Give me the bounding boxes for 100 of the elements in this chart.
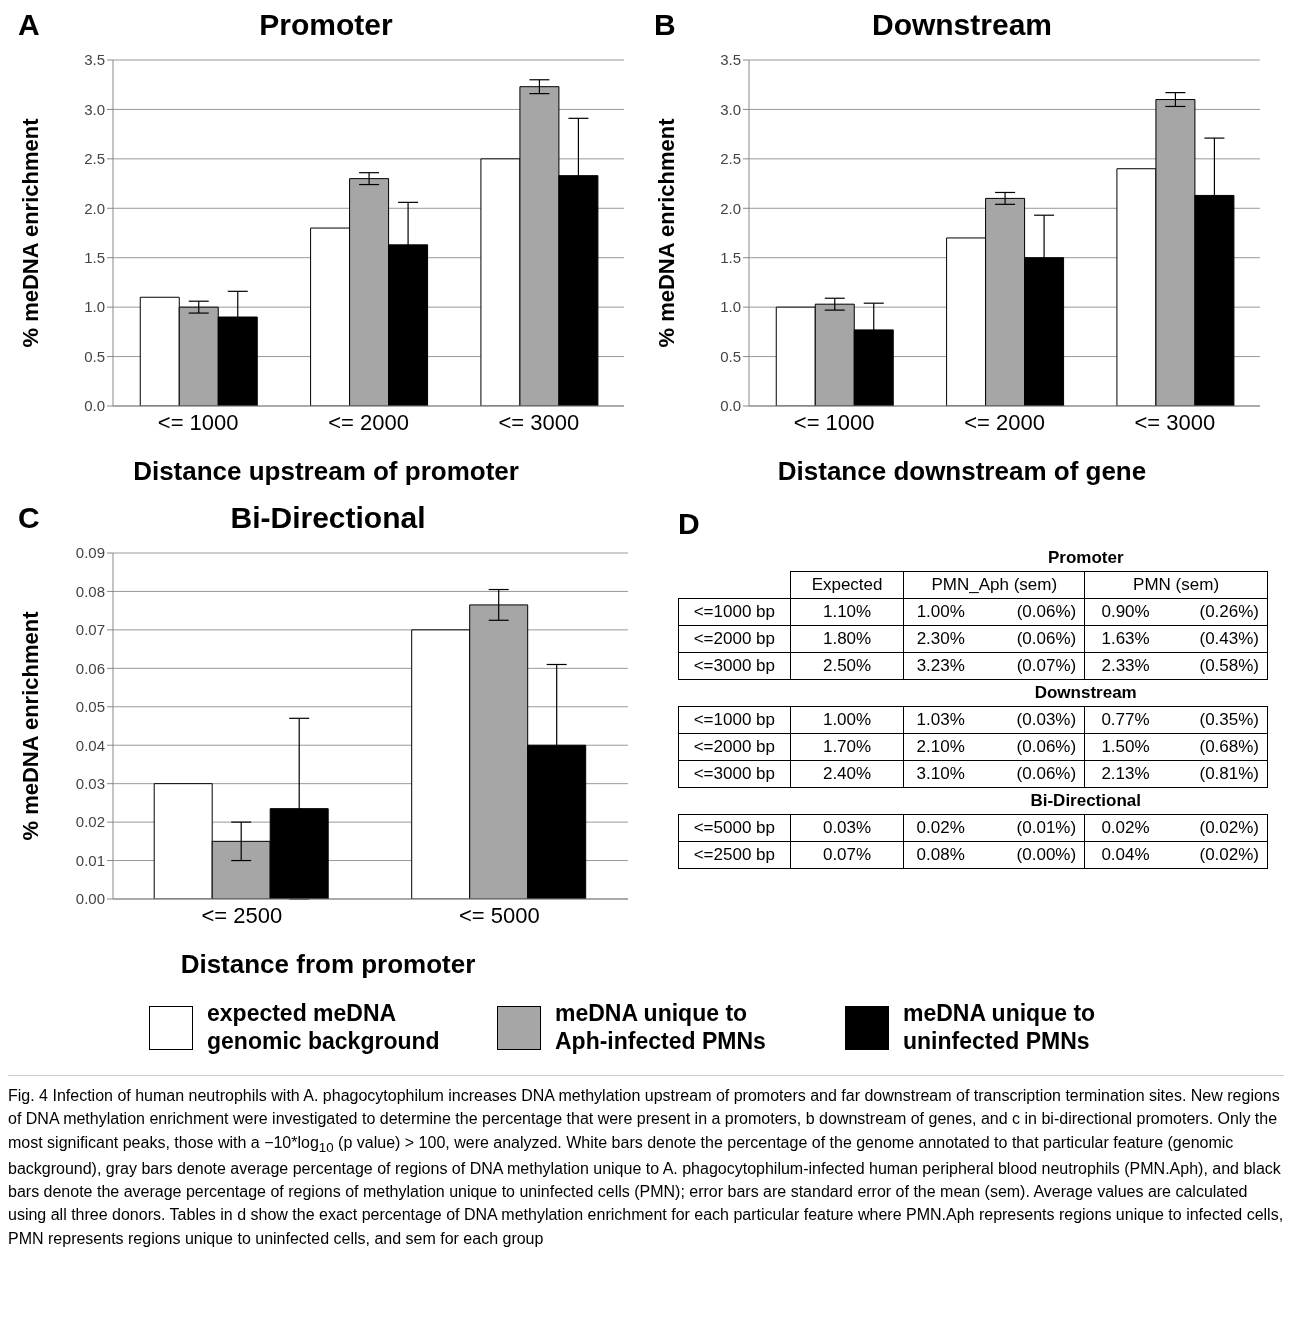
y-tick-label: 0.5 bbox=[84, 347, 105, 365]
x-tick-label: <= 2000 bbox=[328, 409, 409, 435]
category-label: PMN_Aph (sem) bbox=[903, 571, 1085, 599]
x-axis-title: Distance from promoter bbox=[179, 949, 477, 980]
text: 1.63% bbox=[1101, 629, 1150, 648]
text: 1.50% bbox=[1101, 737, 1150, 756]
category-label: <=1000 bp bbox=[693, 710, 775, 729]
text: (0.06%) bbox=[1016, 737, 1077, 756]
text: 1.10% bbox=[822, 602, 872, 621]
text: 0.02% bbox=[1101, 818, 1150, 837]
text: B bbox=[654, 8, 676, 42]
text: (0.06%) bbox=[1016, 602, 1077, 621]
y-tick-label: 3.5 bbox=[720, 51, 741, 69]
y-tick-label: 1.5 bbox=[720, 249, 741, 267]
text: Fig. 4 Infection of human neutrophils with A. phagocytophilum increases DNA methylation upstream of promoters and far downstream of transcription termination sites. New regions of DNA methylation enrichment were investigated to determine the percentage that were present in a promoters, b downstream of genes, and c in bi-directional promoters. Only the most significant peaks, those with a −10*log$_{10}$ (p value) > 100, were analyzed. White bars denote the percentage of the genome annotated to that particular feature (genomic background), gray bars denote average percentage of regions of DNA methylation unique to A. phagocytophilum-infected human peripheral blood neutrophils (PMN.Aph), and black bars denote the average percentage of regions of methylation unique to uninfected cells (PMN); error bars are standard error of the mean (sem). Average values are calculated using all three donors. Tables in d show the exact percentage of DNA methylation enrichment for each particular feature where PMN.Aph represents regions unique to infected cells, PMN represents regions unique to uninfected cells, and sem for each group bbox=[8, 1087, 1284, 1247]
y-tick-label: 1.0 bbox=[720, 298, 741, 316]
y-tick-label: 0.09 bbox=[75, 544, 105, 562]
y-tick-label: 0.06 bbox=[75, 659, 105, 677]
text: (0.43%) bbox=[1199, 629, 1259, 648]
y-tick-label: 1.0 bbox=[84, 298, 105, 316]
text: 3.23% bbox=[916, 656, 965, 675]
text: 0.77% bbox=[1101, 710, 1150, 729]
y-tick-label: 3.0 bbox=[720, 100, 741, 118]
y-tick-label: 0.00 bbox=[75, 890, 105, 908]
legend-label: meDNA unique to Aph-infected PMNs bbox=[555, 1000, 767, 1056]
category-label: <=3000 bp bbox=[693, 656, 775, 675]
x-tick-label: <= 2500 bbox=[201, 902, 283, 928]
text: (0.03%) bbox=[1016, 710, 1077, 729]
y-tick-label: 3.5 bbox=[84, 51, 105, 69]
text: (0.07%) bbox=[1016, 656, 1077, 675]
text: C bbox=[18, 501, 40, 535]
category-label: <=2000 bp bbox=[693, 629, 775, 648]
text: 2.33% bbox=[1101, 656, 1150, 675]
x-tick-label: <= 3000 bbox=[498, 409, 580, 435]
category-label: <=2500 bp bbox=[693, 845, 775, 864]
text: (0.68%) bbox=[1199, 737, 1259, 756]
text: (0.06%) bbox=[1016, 629, 1077, 648]
text: 0.03% bbox=[822, 818, 872, 837]
y-tick-label: 0.02 bbox=[75, 813, 105, 831]
text: 1.00% bbox=[916, 602, 965, 621]
text: 0.90% bbox=[1101, 602, 1150, 621]
text: 2.40% bbox=[822, 764, 872, 783]
category-label: <=1000 bp bbox=[693, 602, 775, 621]
text: 0.07% bbox=[822, 845, 872, 864]
y-tick-label: 2.5 bbox=[720, 150, 741, 168]
text: 1.70% bbox=[822, 737, 872, 756]
text: (0.06%) bbox=[1016, 764, 1077, 783]
y-tick-label: 0.01 bbox=[75, 851, 105, 869]
text: (0.02%) bbox=[1199, 845, 1259, 864]
text: (0.26%) bbox=[1199, 602, 1259, 621]
text: (0.81%) bbox=[1199, 764, 1259, 783]
category-label: <=5000 bp bbox=[693, 818, 775, 837]
x-tick-label: <= 2000 bbox=[964, 409, 1045, 435]
x-tick-label: <= 3000 bbox=[1134, 409, 1216, 435]
text: 0.04% bbox=[1101, 845, 1150, 864]
y-tick-label: 3.0 bbox=[84, 100, 105, 118]
x-axis-title: Distance downstream of gene bbox=[776, 456, 1148, 487]
text: (0.58%) bbox=[1199, 656, 1259, 675]
chart-title: Bi-Directional bbox=[230, 501, 426, 534]
y-axis-title: % meDNA enrichment bbox=[653, 117, 679, 348]
x-tick-label: <= 5000 bbox=[458, 902, 540, 928]
y-tick-label: 2.0 bbox=[84, 199, 105, 217]
text: 2.30% bbox=[916, 629, 965, 648]
y-tick-label: 0.04 bbox=[75, 736, 105, 754]
y-tick-label: 0.5 bbox=[720, 347, 741, 365]
y-tick-label: 0.08 bbox=[75, 582, 105, 600]
text: 2.13% bbox=[1101, 764, 1150, 783]
category-label: PMN (sem) bbox=[1084, 571, 1268, 599]
text: 2.10% bbox=[916, 737, 965, 756]
text: (0.02%) bbox=[1199, 818, 1259, 837]
legend-label: meDNA unique to uninfected PMNs bbox=[903, 1000, 1097, 1056]
y-axis-title: % meDNA enrichment bbox=[17, 610, 43, 841]
text: Promoter bbox=[1046, 547, 1125, 569]
y-tick-label: 0.03 bbox=[75, 774, 105, 792]
text: 1.03% bbox=[916, 710, 965, 729]
text: (0.01%) bbox=[1016, 818, 1077, 837]
text: 1.80% bbox=[822, 629, 872, 648]
y-tick-label: 2.0 bbox=[720, 199, 741, 217]
text: (0.00%) bbox=[1016, 845, 1077, 864]
text: 0.02% bbox=[916, 818, 965, 837]
y-axis-title: % meDNA enrichment bbox=[17, 117, 43, 348]
text: 3.10% bbox=[916, 764, 965, 783]
y-tick-label: 0.07 bbox=[75, 621, 105, 639]
text: 1.00% bbox=[822, 710, 872, 729]
text: Bi-Directional bbox=[1029, 790, 1142, 812]
y-tick-label: 0.0 bbox=[720, 397, 741, 415]
y-tick-label: 1.5 bbox=[84, 249, 105, 267]
text: Downstream bbox=[1033, 682, 1138, 704]
text: 0.08% bbox=[916, 845, 965, 864]
category-label: <=2000 bp bbox=[693, 737, 775, 756]
x-tick-label: <= 1000 bbox=[157, 409, 239, 435]
x-tick-label: <= 1000 bbox=[793, 409, 875, 435]
y-tick-label: 0.0 bbox=[84, 397, 105, 415]
legend-label: expected meDNA genomic background bbox=[207, 1000, 441, 1056]
text: A bbox=[18, 8, 40, 42]
category-label: Expected bbox=[790, 571, 904, 599]
text: 2.50% bbox=[822, 656, 872, 675]
text: D bbox=[678, 507, 701, 541]
y-tick-label: 0.05 bbox=[75, 698, 105, 716]
category-label: <=3000 bp bbox=[693, 764, 775, 783]
